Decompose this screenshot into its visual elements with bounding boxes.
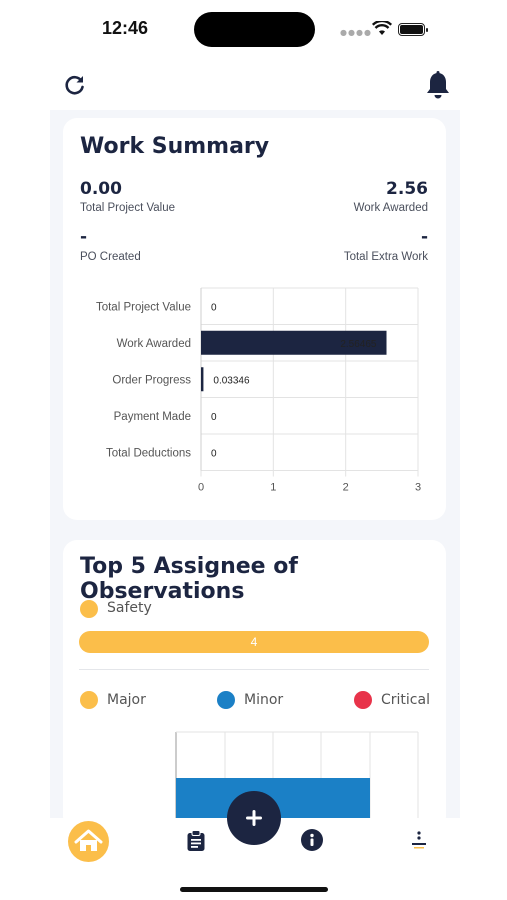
status-bar: 12:46 ●●●●: [0, 0, 507, 60]
x-tick-label: 0: [198, 482, 204, 494]
bell-icon[interactable]: [425, 71, 451, 99]
info-icon: [301, 829, 323, 851]
bar-value-label: 0: [211, 412, 217, 423]
add-button[interactable]: [227, 791, 281, 845]
clipboard-icon[interactable]: [186, 830, 206, 852]
status-time: 12:46: [102, 18, 148, 39]
nav-home-button[interactable]: [68, 821, 109, 862]
bar-value-label: 0.03346: [213, 375, 250, 386]
category-label: Total Deductions: [106, 447, 191, 459]
observations-chart: [63, 540, 446, 830]
home-icon: [68, 821, 109, 862]
nav-info-button[interactable]: [301, 829, 323, 851]
observations-card: Top 5 Assignee of Observations Safety 4 …: [63, 540, 446, 830]
chart-bar: [201, 367, 203, 391]
category-label: Order Progress: [112, 374, 191, 386]
wifi-icon: [372, 21, 392, 37]
bar-value-label: 0: [211, 302, 217, 313]
battery-icon: [398, 23, 425, 36]
add-icon: [227, 791, 281, 845]
work-summary-card: Work Summary 0.00 Total Project Value 2.…: [63, 118, 446, 520]
x-tick-label: 1: [270, 482, 276, 494]
x-tick-label: 2: [343, 482, 349, 494]
x-tick-label: 3: [415, 482, 421, 494]
home-indicator: [180, 887, 328, 892]
work-summary-chart: 0 1 2 3 Total Project Value 0 Work Awarded 2.56…: [63, 118, 446, 520]
status-icons: ●●●●: [340, 20, 430, 40]
category-label: Work Awarded: [117, 338, 191, 350]
signal-icon: ●●●●: [340, 28, 372, 37]
top-bar: [0, 65, 507, 105]
bar-value-label: 2.56465: [340, 339, 377, 350]
category-label: Payment Made: [114, 411, 191, 423]
more-icon[interactable]: [410, 830, 428, 852]
refresh-icon[interactable]: [63, 73, 87, 97]
dynamic-island: [194, 12, 315, 47]
category-label: Total Project Value: [96, 301, 191, 313]
bar-value-label: 0: [211, 448, 217, 459]
